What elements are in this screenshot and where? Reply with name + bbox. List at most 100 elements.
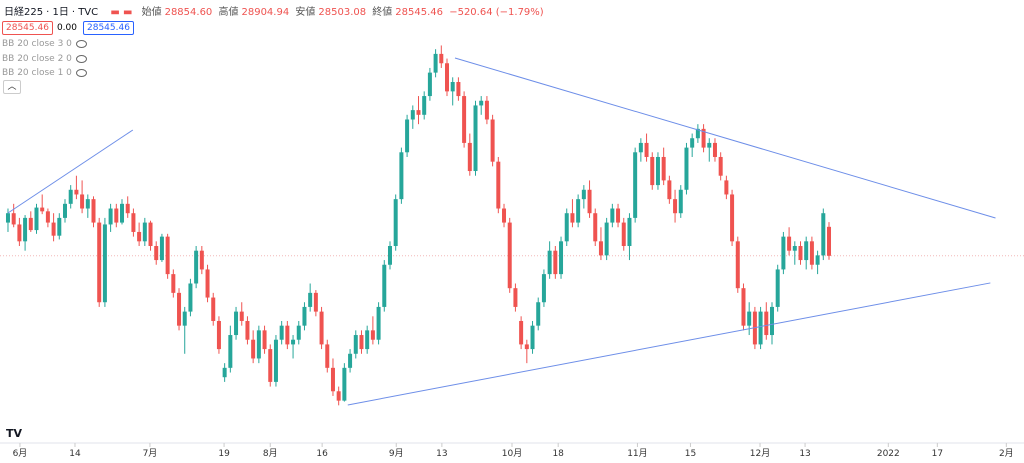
- candle-body: [809, 241, 814, 265]
- candle-body: [291, 339, 296, 345]
- candle-body: [707, 142, 712, 148]
- candle-body: [256, 330, 261, 359]
- buy-price[interactable]: 28545.46: [83, 21, 134, 35]
- eye-icon[interactable]: [75, 54, 87, 63]
- open: 28854.60: [164, 7, 213, 18]
- candle-body: [815, 255, 820, 265]
- candle-body: [735, 241, 740, 289]
- candle-body: [125, 203, 130, 214]
- candle-body: [684, 147, 689, 190]
- x-tick-label: 14: [69, 449, 81, 459]
- trend-line: [7, 129, 134, 214]
- candle-body: [655, 156, 660, 186]
- indicator-label: BB 20 close 1 0: [2, 68, 72, 78]
- candle-body: [764, 311, 769, 336]
- candle-body: [85, 199, 90, 209]
- candle-body: [644, 142, 649, 157]
- indicator[interactable]: BB 20 close 1 0: [2, 68, 87, 78]
- candle-body: [285, 325, 290, 345]
- candle-body: [627, 217, 632, 247]
- candle-body: [616, 208, 621, 223]
- candle-body: [348, 353, 353, 368]
- candle-body: [330, 367, 335, 392]
- indicator[interactable]: BB 20 close 2 0: [2, 54, 87, 64]
- candle-body: [581, 189, 586, 200]
- candle-body: [45, 211, 50, 223]
- candle-body: [536, 302, 541, 326]
- collapse-button[interactable]: ︿: [3, 80, 21, 94]
- candle-body: [34, 207, 39, 231]
- interval: 1日: [52, 7, 69, 18]
- candle-body: [199, 250, 204, 270]
- candle-body: [730, 194, 735, 242]
- candle-body: [827, 226, 832, 256]
- candle-body: [370, 330, 375, 340]
- candle-body: [165, 236, 170, 275]
- candle-body: [821, 213, 826, 256]
- candle-body: [17, 224, 22, 242]
- x-tick-label: 12月: [750, 448, 770, 459]
- candle-body: [302, 306, 307, 326]
- high-label: 高値: [218, 7, 239, 18]
- candle-body: [678, 189, 683, 214]
- candle-body: [57, 217, 62, 236]
- candle-body: [502, 208, 507, 223]
- x-tick-label: 2022: [877, 449, 900, 459]
- candle-body: [40, 207, 45, 212]
- candle-body: [177, 292, 182, 326]
- candle-body: [28, 217, 33, 231]
- candle-body: [131, 213, 136, 232]
- candle-body: [405, 119, 410, 153]
- eye-icon[interactable]: [75, 39, 87, 48]
- candle-body: [365, 330, 370, 350]
- x-tick-label: 13: [436, 449, 447, 459]
- candle-body: [541, 274, 546, 303]
- candle-body: [427, 72, 432, 97]
- candle-body: [445, 63, 450, 92]
- candle-body: [154, 246, 159, 261]
- sell-price[interactable]: 28545.46: [2, 21, 53, 35]
- candle-body: [194, 250, 199, 284]
- candle-body: [268, 349, 273, 382]
- x-tick-label: 17: [932, 449, 943, 459]
- x-tick-label: 13: [799, 449, 810, 459]
- legend-header: 日経225 · 1日 · TVC ▬ ▬ 始値 28854.60 高値 28904.94…: [4, 7, 544, 18]
- candle-body: [490, 119, 495, 162]
- candle-body: [159, 236, 164, 261]
- candle-body: [393, 199, 398, 247]
- candle-body: [587, 189, 592, 214]
- candle-body: [74, 189, 79, 195]
- eye-icon[interactable]: [75, 68, 87, 77]
- candle-body: [467, 142, 472, 172]
- candle-body: [142, 222, 147, 242]
- candle-body: [171, 274, 176, 293]
- x-tick-label: 6月: [13, 448, 28, 459]
- x-tick-label: 16: [316, 449, 328, 459]
- candle-body: [621, 222, 626, 247]
- candle-body: [382, 264, 387, 307]
- indicator-label: BB 20 close 2 0: [2, 54, 72, 64]
- candle-body: [450, 82, 455, 92]
- x-tick-label: 11月: [627, 448, 647, 459]
- candle-body: [416, 110, 421, 115]
- candle-body: [718, 156, 723, 176]
- source: TVC: [78, 7, 99, 18]
- candle-body: [519, 320, 524, 345]
- candle-body: [524, 344, 529, 350]
- candle-body: [342, 367, 347, 401]
- candle-body: [308, 292, 313, 307]
- candle-body: [547, 250, 552, 275]
- candle-body: [188, 283, 193, 312]
- indicator[interactable]: BB 20 close 3 0: [2, 39, 87, 49]
- candle-body: [239, 311, 244, 321]
- x-tick-label: 15: [685, 449, 696, 459]
- candle-body: [353, 335, 358, 354]
- x-tick-label: 9月: [389, 448, 404, 459]
- symbol: 日経225: [4, 7, 44, 18]
- candle-body: [741, 288, 746, 326]
- candle-body: [359, 335, 364, 350]
- candle-body: [62, 203, 67, 218]
- change: −520.64 (−1.79%): [449, 7, 544, 18]
- candle-body: [747, 311, 752, 326]
